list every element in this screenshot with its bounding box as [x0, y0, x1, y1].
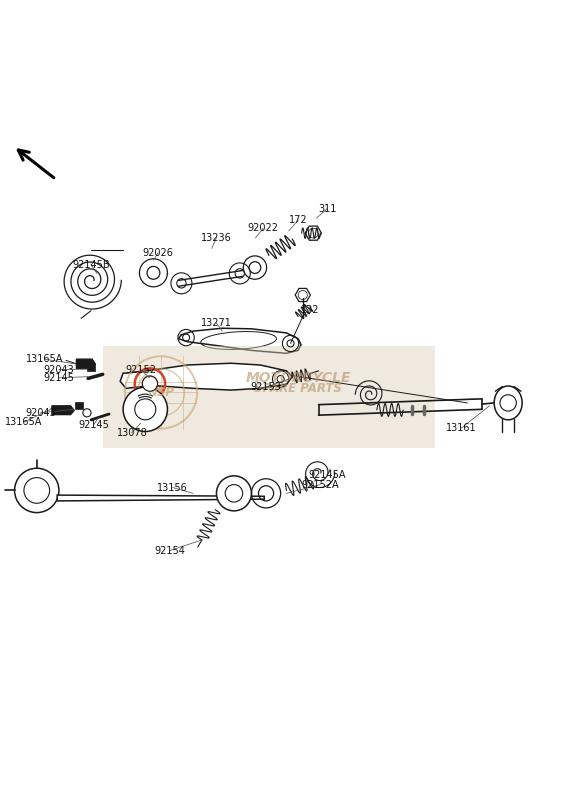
Text: 92154: 92154	[154, 546, 185, 555]
Polygon shape	[57, 495, 265, 501]
Polygon shape	[120, 363, 292, 390]
Text: 92022: 92022	[248, 223, 279, 234]
Text: NSP: NSP	[148, 386, 175, 399]
Text: 92145B: 92145B	[72, 260, 110, 270]
Text: 13165A: 13165A	[5, 417, 43, 427]
Text: 92145A: 92145A	[308, 470, 346, 480]
Circle shape	[15, 468, 59, 513]
Text: 13165A: 13165A	[26, 354, 63, 364]
Circle shape	[142, 376, 158, 391]
Bar	[75, 402, 83, 410]
Text: 13236: 13236	[201, 233, 232, 243]
Text: 92145: 92145	[43, 373, 74, 383]
Circle shape	[135, 369, 165, 399]
Text: 311: 311	[318, 204, 336, 214]
Circle shape	[83, 409, 91, 417]
Text: 92043: 92043	[25, 408, 55, 418]
Circle shape	[225, 485, 243, 502]
Text: 13271: 13271	[201, 318, 232, 328]
Text: 92145: 92145	[78, 419, 109, 430]
Text: 13156: 13156	[157, 482, 188, 493]
Text: 92152A: 92152A	[301, 479, 339, 490]
Text: 172: 172	[289, 215, 307, 226]
Text: 92153: 92153	[251, 382, 281, 392]
Circle shape	[123, 387, 168, 431]
Text: 92152: 92152	[125, 365, 156, 374]
Text: MOTORCYCLE: MOTORCYCLE	[245, 371, 351, 386]
Circle shape	[24, 478, 50, 503]
Text: 13161: 13161	[446, 423, 477, 433]
Text: 92043: 92043	[44, 365, 74, 374]
Polygon shape	[77, 359, 95, 369]
Text: 13078: 13078	[116, 428, 147, 438]
Circle shape	[135, 399, 156, 420]
FancyBboxPatch shape	[103, 346, 435, 449]
Polygon shape	[52, 406, 74, 414]
Text: 132: 132	[301, 305, 319, 314]
Circle shape	[217, 476, 252, 511]
Text: 92026: 92026	[142, 248, 173, 258]
Text: SPARE PARTS: SPARE PARTS	[254, 382, 342, 395]
Bar	[87, 362, 95, 371]
